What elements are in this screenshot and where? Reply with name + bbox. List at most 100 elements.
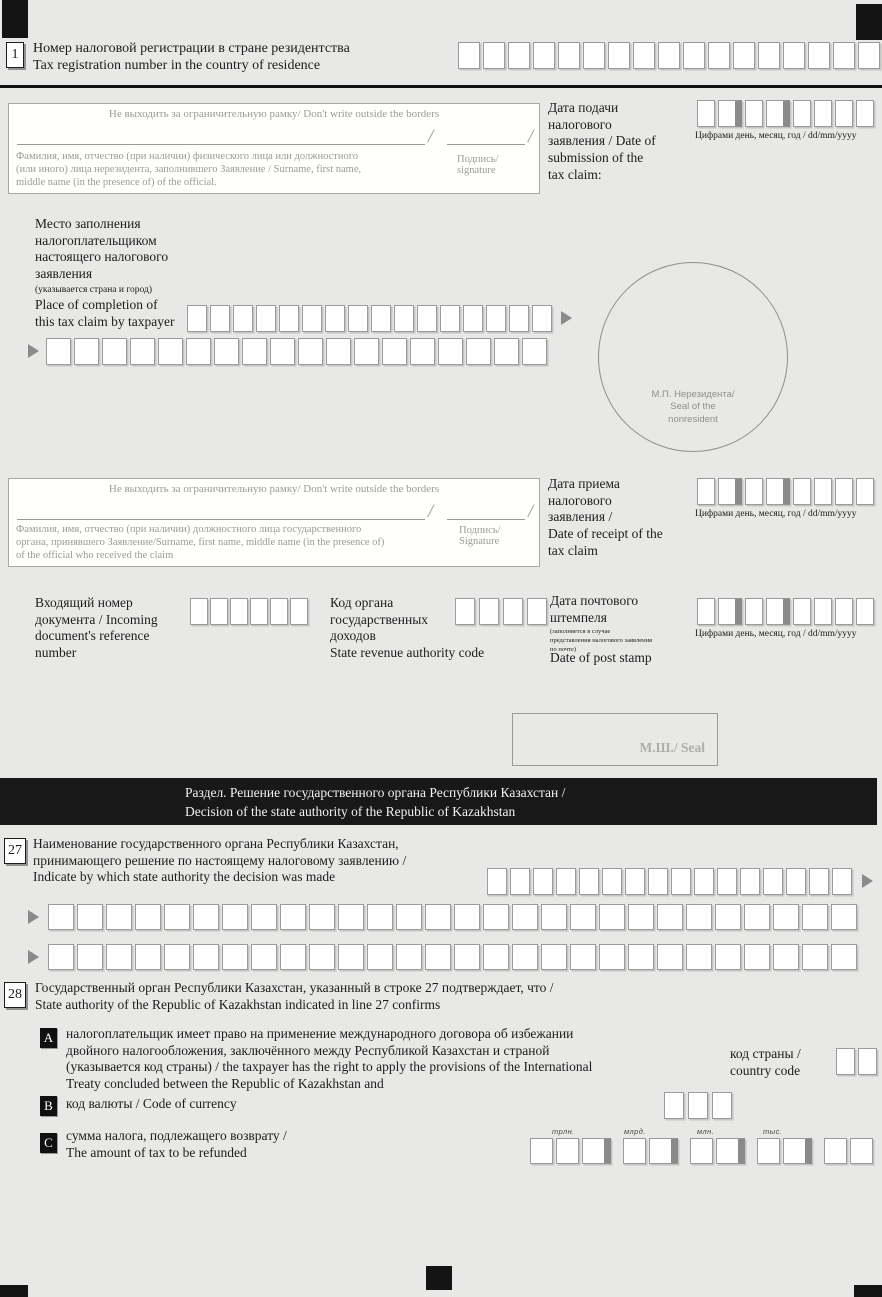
input-cell[interactable] [158, 338, 183, 365]
input-cell[interactable] [671, 868, 691, 895]
input-cell[interactable] [533, 868, 553, 895]
input-cell[interactable] [290, 598, 308, 625]
input-cell[interactable] [717, 868, 737, 895]
input-cell[interactable] [210, 305, 230, 332]
input-cell[interactable] [530, 1138, 553, 1164]
input-cell[interactable] [835, 598, 853, 625]
input-cell[interactable] [279, 305, 299, 332]
input-cell[interactable] [583, 42, 605, 69]
input-cell[interactable] [135, 944, 161, 970]
input-cell[interactable] [193, 944, 219, 970]
input-cell[interactable] [214, 338, 239, 365]
input-cell[interactable] [824, 1138, 847, 1164]
input-cell[interactable] [835, 100, 853, 127]
input-cell[interactable] [608, 42, 630, 69]
input-cell[interactable] [582, 1138, 611, 1164]
input-cell[interactable] [512, 944, 538, 970]
input-cell[interactable] [657, 904, 683, 930]
input-cell[interactable] [556, 868, 576, 895]
input-cell[interactable] [233, 305, 253, 332]
name-signature-line[interactable] [17, 519, 425, 520]
input-cell[interactable] [715, 904, 741, 930]
input-cell[interactable] [744, 944, 770, 970]
input-cell[interactable] [556, 1138, 579, 1164]
input-cell[interactable] [802, 904, 828, 930]
signature-line[interactable] [447, 519, 525, 520]
input-cell[interactable] [858, 1048, 877, 1075]
input-cell[interactable] [579, 868, 599, 895]
input-cell[interactable] [510, 868, 530, 895]
input-cell[interactable] [745, 478, 763, 505]
input-cell[interactable] [850, 1138, 873, 1164]
input-cell[interactable] [814, 100, 832, 127]
input-cell[interactable] [270, 598, 288, 625]
input-cell[interactable] [793, 478, 811, 505]
input-cell[interactable] [425, 904, 451, 930]
input-cell[interactable] [298, 338, 323, 365]
input-cell[interactable] [763, 868, 783, 895]
input-cell[interactable] [712, 1092, 732, 1119]
input-cell[interactable] [438, 338, 463, 365]
input-cell[interactable] [242, 338, 267, 365]
input-cell[interactable] [454, 944, 480, 970]
input-cell[interactable] [250, 598, 268, 625]
input-cell[interactable] [648, 868, 668, 895]
input-cell[interactable] [832, 868, 852, 895]
input-cell[interactable] [831, 944, 857, 970]
input-cell[interactable] [718, 478, 742, 505]
input-cell[interactable] [256, 305, 276, 332]
input-cell[interactable] [410, 338, 435, 365]
input-cell[interactable] [512, 904, 538, 930]
input-cell[interactable] [766, 478, 790, 505]
input-cell[interactable] [483, 944, 509, 970]
input-cell[interactable] [46, 338, 71, 365]
input-cell[interactable] [251, 904, 277, 930]
input-cell[interactable] [479, 598, 499, 625]
input-cell[interactable] [186, 338, 211, 365]
input-cell[interactable] [270, 338, 295, 365]
input-cell[interactable] [744, 904, 770, 930]
input-cell[interactable] [633, 42, 655, 69]
input-cell[interactable] [454, 904, 480, 930]
input-cell[interactable] [783, 42, 805, 69]
input-cell[interactable] [187, 305, 207, 332]
input-cell[interactable] [664, 1092, 684, 1119]
input-cell[interactable] [483, 42, 505, 69]
input-cell[interactable] [371, 305, 391, 332]
input-cell[interactable] [222, 904, 248, 930]
input-cell[interactable] [715, 944, 741, 970]
input-cell[interactable] [686, 944, 712, 970]
input-cell[interactable] [716, 1138, 745, 1164]
input-cell[interactable] [455, 598, 475, 625]
input-cell[interactable] [697, 598, 715, 625]
input-cell[interactable] [338, 904, 364, 930]
input-cell[interactable] [602, 868, 622, 895]
input-cell[interactable] [230, 598, 248, 625]
input-cell[interactable] [708, 42, 730, 69]
input-cell[interactable] [106, 904, 132, 930]
input-cell[interactable] [745, 598, 763, 625]
input-cell[interactable] [766, 598, 790, 625]
input-cell[interactable] [48, 904, 74, 930]
input-cell[interactable] [649, 1138, 678, 1164]
input-cell[interactable] [814, 478, 832, 505]
input-cell[interactable] [48, 944, 74, 970]
name-signature-line[interactable] [17, 144, 425, 145]
input-cell[interactable] [74, 338, 99, 365]
signature-line[interactable] [447, 144, 525, 145]
input-cell[interactable] [527, 598, 547, 625]
input-cell[interactable] [836, 1048, 855, 1075]
input-cell[interactable] [135, 904, 161, 930]
input-cell[interactable] [382, 338, 407, 365]
input-cell[interactable] [623, 1138, 646, 1164]
input-cell[interactable] [348, 305, 368, 332]
input-cell[interactable] [858, 42, 880, 69]
input-cell[interactable] [354, 338, 379, 365]
input-cell[interactable] [793, 598, 811, 625]
input-cell[interactable] [325, 305, 345, 332]
input-cell[interactable] [686, 904, 712, 930]
input-cell[interactable] [463, 305, 483, 332]
input-cell[interactable] [657, 944, 683, 970]
input-cell[interactable] [130, 338, 155, 365]
input-cell[interactable] [773, 944, 799, 970]
